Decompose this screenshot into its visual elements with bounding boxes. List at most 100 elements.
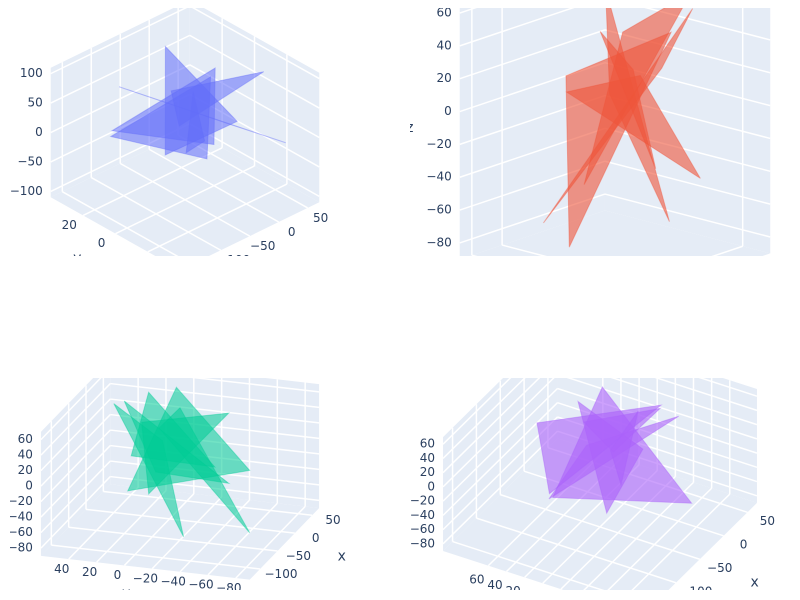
grid-line (610, 378, 758, 426)
grid-line (459, 8, 575, 47)
tick-label: −80 (216, 581, 241, 595)
floor-pane (469, 210, 771, 256)
grid-line (40, 460, 111, 534)
tick-label: −40 (426, 170, 451, 184)
grid-line (442, 402, 558, 516)
tick-label: 50 (27, 96, 42, 110)
tick-label: 60 (436, 6, 451, 20)
tick-label: 100 (20, 66, 43, 80)
grid-line (191, 8, 320, 80)
tick-label: 20 (420, 465, 435, 479)
tick-label: −150 (188, 267, 221, 281)
tick-label: 40 (420, 451, 435, 465)
grid-line (459, 29, 606, 80)
axis-title: z (0, 125, 4, 141)
grid-line (115, 165, 255, 235)
tick-label: −50 (250, 239, 275, 253)
grid-line (85, 508, 295, 534)
grid-line (40, 398, 111, 472)
tick-label: −50 (17, 154, 42, 168)
axis-title: y (122, 586, 130, 600)
tick-label: 0 (288, 225, 296, 239)
tick-label: −100 (679, 585, 712, 599)
grid-line (51, 544, 261, 570)
mesh-face (110, 67, 216, 146)
tick-label: 20 (62, 218, 77, 232)
tick-label: −40 (410, 508, 435, 522)
tick-label: −20 (121, 254, 146, 268)
tick-label: −100 (667, 291, 700, 305)
grid-line (698, 378, 758, 397)
tick-label: −40 (570, 299, 595, 313)
grid-line (442, 416, 558, 531)
grid-line (123, 493, 195, 566)
grid-line (604, 193, 771, 238)
mesh-face (141, 412, 231, 495)
tick-label: −20 (537, 596, 562, 600)
grid-line (40, 445, 111, 518)
axis-title: z (406, 120, 413, 136)
tick-label: 50 (325, 513, 340, 527)
tick-label: 60 (420, 437, 435, 451)
grid-line (50, 8, 188, 75)
tick-label: 0 (444, 104, 452, 118)
grid-line (190, 378, 320, 393)
grid-line (235, 505, 306, 579)
grid-line (557, 387, 758, 454)
tick-label: −100 (217, 253, 250, 267)
grid-line (147, 183, 288, 253)
axis-title: x (750, 575, 758, 591)
tick-label: 40 (18, 448, 33, 462)
tick-label: −60 (8, 525, 33, 539)
tick-label: −60 (410, 522, 435, 536)
tick-label: −60 (426, 203, 451, 217)
tick-label: 40 (54, 562, 69, 576)
grid-line (40, 378, 102, 441)
grid-line (110, 382, 320, 409)
tick-label: 0 (427, 479, 435, 493)
scene: −150−100−50050−80−60−40−200204060−80−60−… (389, 378, 775, 600)
grid-line (604, 160, 771, 205)
grid-line (68, 526, 278, 552)
grid-line (711, 245, 743, 256)
tick-label: −20 (8, 494, 33, 508)
grid-line (82, 147, 223, 217)
tick-label: 0 (114, 568, 122, 582)
axis-title: z (389, 486, 396, 502)
tick-label: 40 (436, 38, 451, 52)
tick-label: 20 (506, 584, 521, 598)
tick-label: −50 (707, 561, 732, 575)
axis-title: x (338, 549, 346, 565)
grid-line (607, 487, 713, 590)
grid-line (644, 8, 771, 41)
tick-label: 0 (35, 125, 43, 139)
grid-line (442, 378, 526, 459)
grid-line (442, 430, 558, 545)
mesh-face (599, 31, 657, 169)
tick-label: 60 (18, 432, 33, 446)
tick-label: 50 (760, 514, 775, 528)
tick-label: −100 (265, 567, 298, 581)
grid-line (40, 429, 111, 503)
tick-label: 0 (740, 538, 748, 552)
grid-line (501, 244, 548, 256)
grid-line (40, 414, 111, 487)
tick-label: 0 (98, 236, 106, 250)
tick-label: 20 (82, 565, 97, 579)
tick-label: −40 (8, 510, 33, 524)
grid-line (631, 493, 731, 590)
grid-line (40, 383, 111, 456)
tick-label: −20 (133, 571, 158, 585)
mesh-face (609, 410, 639, 487)
tick-label: −80 (410, 536, 435, 550)
tick-label: 20 (436, 71, 451, 85)
grid-line (207, 502, 278, 576)
grid-line (50, 34, 191, 104)
tick-label: 0 (312, 531, 320, 545)
grid-line (40, 476, 111, 549)
tick-label: −60 (188, 578, 213, 592)
tick-label: −20 (426, 137, 451, 151)
grid-line (68, 486, 139, 560)
grid-line (110, 398, 320, 424)
